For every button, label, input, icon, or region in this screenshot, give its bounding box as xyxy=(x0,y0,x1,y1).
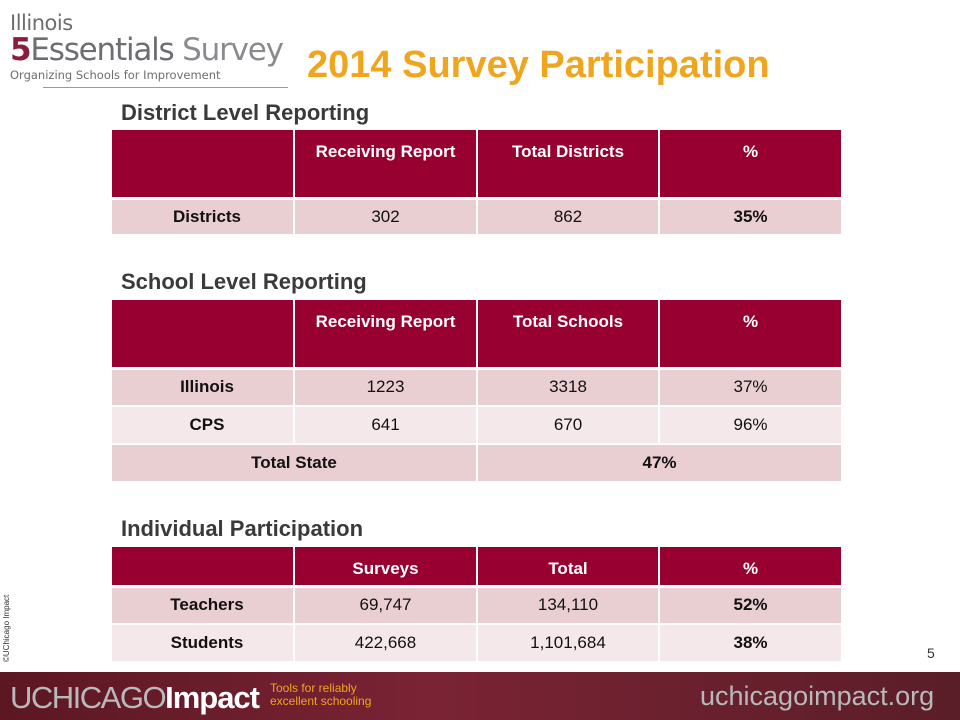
header-cell: % xyxy=(659,300,841,370)
total-value: 47% xyxy=(477,444,841,483)
table-cell: 862 xyxy=(477,198,660,236)
total-row: Total State 47% xyxy=(112,444,841,483)
header-cell: Total xyxy=(477,547,660,588)
uchicago-impact-logo: UCHICAGOImpact xyxy=(10,680,260,716)
header-cell: Receiving Report xyxy=(294,130,478,200)
header-cell: % xyxy=(659,130,841,200)
table-cell: 69,747 xyxy=(294,586,478,625)
brand-prefix: UCHICAGO xyxy=(10,680,167,715)
table-header-row: Surveys Total % xyxy=(112,547,841,588)
table-cell: 35% xyxy=(659,198,841,236)
logo-line-5essentials: 5Essentials Survey xyxy=(10,34,285,66)
logo-line-illinois: Illinois xyxy=(10,11,73,35)
individual-heading: Individual Participation xyxy=(121,516,364,541)
table-cell: 134,110 xyxy=(477,586,660,625)
footer-website: uchicagoimpact.org xyxy=(700,681,935,711)
table-cell: 96% xyxy=(659,406,841,445)
district-heading: District Level Reporting xyxy=(121,100,370,125)
header-cell: Receiving Report xyxy=(294,300,478,370)
table-cell: 3318 xyxy=(477,368,660,407)
table-row: Teachers 69,747 134,110 52% xyxy=(112,586,841,625)
header-cell: Surveys xyxy=(294,547,478,588)
table-header-row: Receiving Report Total Districts % xyxy=(112,130,841,200)
5essentials-logo: Illinois 5Essentials Survey Organizing S… xyxy=(10,11,288,90)
copyright-notice: ©UChicago Impact xyxy=(2,594,11,662)
school-heading: School Level Reporting xyxy=(121,269,367,294)
header-cell: % xyxy=(659,547,841,588)
brand-suffix: Impact xyxy=(165,680,260,715)
logo-number: 5 xyxy=(10,32,32,68)
row-label: CPS xyxy=(112,406,295,445)
footer-tagline: Tools for reliably excellent schooling xyxy=(270,681,372,708)
individual-table: Surveys Total % Teachers 69,747 134,110 … xyxy=(112,547,841,663)
table-cell: 641 xyxy=(294,406,478,445)
table-cell: 38% xyxy=(659,624,841,663)
table-row: CPS 641 670 96% xyxy=(112,406,841,445)
row-label: Teachers xyxy=(112,586,295,625)
table-header-row: Receiving Report Total Schools % xyxy=(112,300,841,370)
logo-survey: Survey xyxy=(182,32,284,68)
table-cell: 37% xyxy=(659,368,841,407)
row-label: Students xyxy=(112,624,295,663)
table-cell: 52% xyxy=(659,586,841,625)
district-table: Receiving Report Total Districts % Distr… xyxy=(112,130,841,236)
logo-word: Essentials xyxy=(30,32,174,68)
total-label: Total State xyxy=(112,444,478,483)
table-row: Students 422,668 1,101,684 38% xyxy=(112,624,841,663)
row-label: Illinois xyxy=(112,368,295,407)
footer-banner: UCHICAGOImpact Tools for reliably excell… xyxy=(0,672,960,720)
logo-tagline: Organizing Schools for Improvement xyxy=(10,68,221,82)
table-cell: 670 xyxy=(477,406,660,445)
table-cell: 1,101,684 xyxy=(477,624,660,663)
slide-title: 2014 Survey Participation xyxy=(307,44,770,86)
page-number: 5 xyxy=(927,645,935,661)
header-cell: Total Schools xyxy=(477,300,660,370)
header-cell xyxy=(112,300,295,370)
table-row: Illinois 1223 3318 37% xyxy=(112,368,841,407)
table-cell: 422,668 xyxy=(294,624,478,663)
header-cell: Total Districts xyxy=(477,130,660,200)
row-label: Districts xyxy=(112,198,295,236)
table-cell: 302 xyxy=(294,198,478,236)
logo-underline xyxy=(43,87,288,88)
table-cell: 1223 xyxy=(294,368,478,407)
header-cell xyxy=(112,547,295,588)
table-row: Districts 302 862 35% xyxy=(112,198,841,236)
school-table: Receiving Report Total Schools % Illinoi… xyxy=(112,300,841,483)
header-cell xyxy=(112,130,295,200)
